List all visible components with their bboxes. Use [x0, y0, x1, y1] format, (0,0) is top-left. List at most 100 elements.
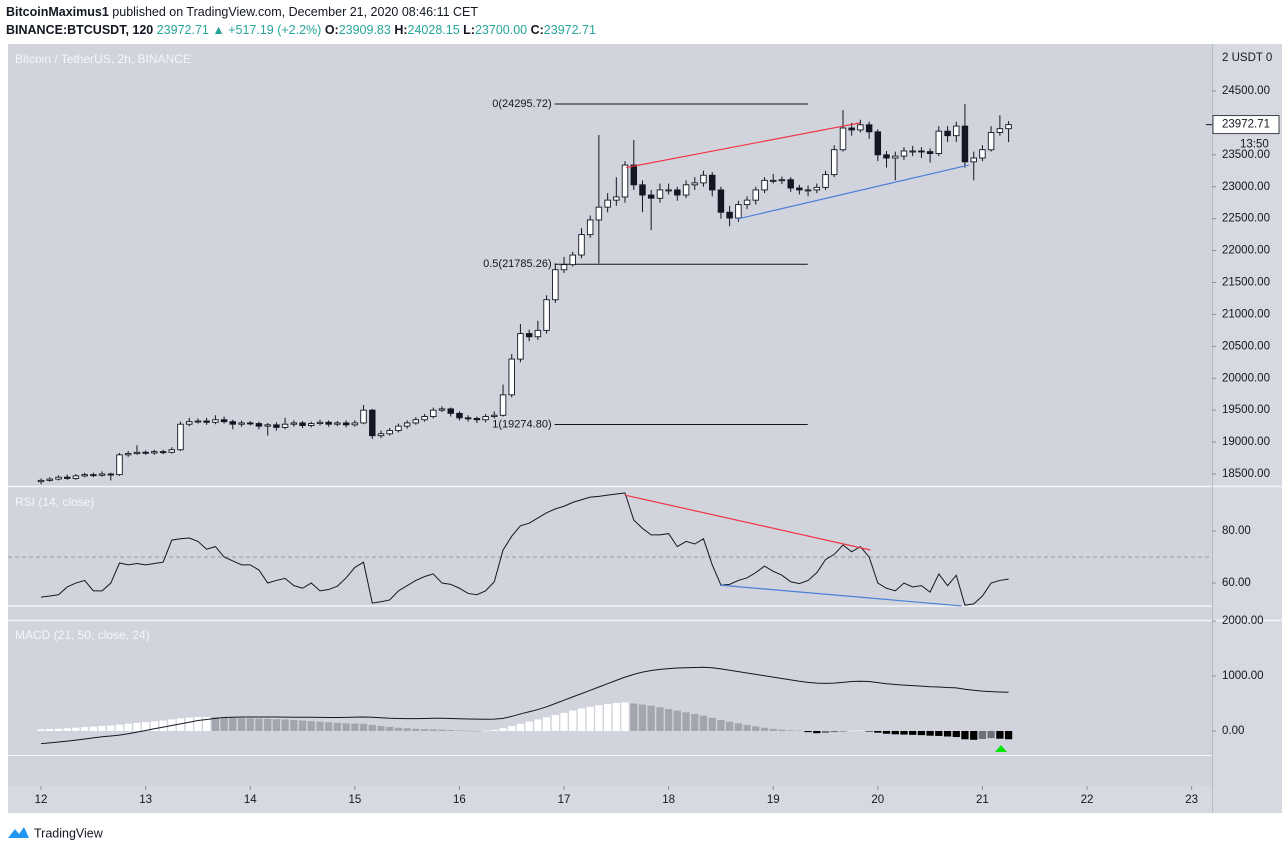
histogram-bar: [202, 716, 211, 731]
candle-body: [987, 132, 995, 151]
histogram-bar: [874, 731, 882, 733]
histogram-bar: [961, 731, 969, 740]
x-tick-label: 13: [139, 794, 152, 806]
chart-title: Bitcoin / TetherUS, 2h, BINANCE: [15, 52, 191, 66]
histogram-bar: [525, 721, 533, 731]
histogram-bar: [595, 705, 603, 731]
histogram-bar: [664, 709, 673, 731]
candle-body: [552, 269, 559, 301]
histogram-bar: [359, 723, 368, 731]
candle-body: [830, 149, 838, 176]
fib-label: 0.5(21785.26): [483, 258, 552, 270]
histogram-bar: [37, 729, 45, 731]
candle-body: [525, 333, 533, 338]
candle-body: [804, 189, 812, 192]
candle-body: [334, 422, 341, 425]
candle-body: [255, 423, 263, 427]
candle-body: [124, 453, 132, 456]
macd-line: [41, 666, 1009, 745]
candle-body: [316, 421, 324, 425]
histogram-bar: [490, 729, 498, 731]
candle-body: [787, 179, 794, 189]
trendline: [737, 164, 969, 220]
histogram-bar: [717, 720, 725, 731]
histogram-bar: [787, 730, 795, 731]
histogram-bar: [115, 724, 124, 731]
candle-body: [700, 174, 707, 184]
candle-body: [909, 150, 916, 153]
rsi-title: RSI (14, close): [15, 495, 94, 509]
symbol-line: BINANCE:BTCUSDT, 120 23972.71 ▲ +517.19 …: [6, 21, 596, 39]
histogram-bar: [508, 726, 516, 731]
countdown: 13:50: [1240, 139, 1269, 151]
x-tick-label: 14: [244, 794, 257, 806]
candle-body: [560, 264, 568, 271]
candle-body: [796, 187, 803, 191]
y-tick-label: 21500.00: [1222, 277, 1270, 289]
candle-body: [290, 422, 298, 425]
histogram-bar: [403, 728, 411, 731]
candle-body: [116, 454, 123, 476]
candle-body: [586, 219, 594, 236]
macd-title: MACD (21, 50, close, 24): [15, 628, 150, 642]
histogram-bar: [725, 721, 734, 731]
candle-body: [464, 417, 472, 420]
histogram-bar: [935, 731, 943, 736]
histogram-bar: [481, 730, 490, 732]
candle-body: [656, 189, 664, 199]
candle-body: [935, 130, 943, 154]
histogram-bar: [298, 720, 307, 731]
candle-body: [944, 130, 951, 137]
histogram-bar: [499, 728, 507, 731]
histogram-bar: [795, 730, 804, 732]
trendline: [719, 584, 962, 607]
histogram-bar: [54, 728, 63, 731]
y-tick-label: 20500.00: [1222, 340, 1270, 352]
author[interactable]: BitcoinMaximus1: [6, 5, 109, 19]
histogram-bar: [891, 731, 899, 735]
candle-body: [970, 157, 977, 163]
candle-body: [247, 422, 254, 425]
candle-body: [403, 422, 411, 427]
histogram-bar: [473, 730, 481, 732]
last-price-box: [1212, 115, 1280, 135]
histogram-bar: [699, 715, 708, 731]
x-tick-label: 21: [976, 794, 989, 806]
candle-body: [761, 179, 768, 191]
candle-body: [883, 154, 890, 159]
histogram-bar: [813, 731, 821, 734]
histogram-bar: [630, 703, 638, 731]
histogram-bar: [656, 707, 664, 731]
histogram-bar: [534, 719, 542, 731]
y-tick-label: 60.00: [1222, 577, 1251, 589]
ohlc-key: C:: [530, 23, 544, 37]
histogram-bar: [569, 710, 577, 731]
histogram-bar: [734, 723, 743, 731]
histogram-bar: [943, 731, 952, 737]
candle-body: [647, 194, 655, 199]
price: 23972.71: [156, 23, 209, 37]
axis-unit: 2 USDT 0: [1222, 52, 1272, 64]
histogram-bar: [307, 721, 315, 731]
y-tick-label: 20000.00: [1222, 372, 1270, 384]
histogram-bar: [237, 718, 246, 731]
y-tick-label: 24500.00: [1222, 85, 1270, 97]
histogram-bar: [455, 730, 464, 731]
histogram-bar: [612, 702, 620, 731]
histogram-bar: [647, 705, 655, 731]
candle-body: [769, 179, 777, 182]
candle-body: [37, 479, 45, 483]
candle-body: [212, 419, 219, 423]
candle-body: [342, 422, 350, 426]
histogram-bar: [255, 718, 263, 731]
candle-body: [264, 424, 271, 427]
histogram-bar: [185, 717, 193, 731]
price-axis-background: [1212, 44, 1282, 786]
histogram-bar: [246, 718, 254, 731]
candle-body: [421, 416, 428, 421]
ohlc-value: 23909.83: [338, 23, 391, 37]
candle-body: [369, 409, 376, 437]
candle-body: [72, 475, 80, 479]
y-tick-label: 19000.00: [1222, 436, 1270, 448]
symbol: BINANCE:BTCUSDT, 120: [6, 23, 154, 37]
